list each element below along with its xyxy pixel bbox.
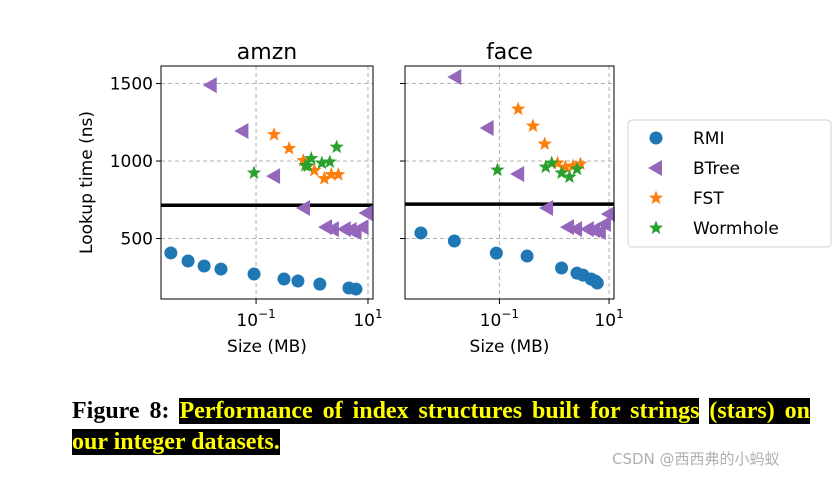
data-point-fst: [267, 127, 282, 141]
data-point-wormhole: [329, 139, 344, 154]
x-tick-label: 10−1: [236, 307, 275, 331]
watermark: CSDN @西西弗的小蚂蚁: [612, 450, 780, 468]
data-point-btree: [234, 122, 249, 139]
x-tick-label: 101: [353, 307, 382, 331]
data-point-fst: [558, 159, 573, 174]
data-point-rmi: [520, 249, 534, 263]
legend-label-rmi: RMI: [693, 129, 725, 149]
data-point-btree: [579, 221, 594, 238]
caption-prefix: Figure 8:: [72, 398, 170, 424]
data-point-btree: [266, 168, 281, 185]
figure-caption: Figure 8: Performance of index structure…: [72, 396, 811, 458]
chart-title: amzn: [237, 40, 297, 65]
y-axis-label: Lookup time (ns): [77, 111, 97, 254]
data-point-wormhole: [304, 151, 319, 165]
data-point-wormhole: [538, 159, 553, 174]
data-point-fst: [282, 141, 297, 155]
data-point-btree: [539, 200, 554, 217]
data-point-rmi: [313, 277, 327, 291]
data-point-wormhole: [322, 154, 337, 168]
data-point-btree: [358, 204, 373, 221]
data-point-rmi: [277, 272, 291, 286]
y-tick-label: 1000: [110, 152, 153, 172]
data-point-btree: [591, 224, 606, 241]
data-point-btree: [202, 77, 217, 94]
legend-label-btree: BTree: [693, 159, 740, 179]
data-point-rmi: [164, 246, 178, 260]
data-point-rmi: [414, 226, 428, 240]
data-point-wormhole: [490, 162, 505, 177]
data-point-fst: [331, 167, 346, 181]
data-point-btree: [600, 206, 615, 223]
legend-marker-btree: [648, 160, 662, 176]
data-point-btree: [559, 219, 574, 236]
data-point-fst: [296, 153, 311, 167]
data-point-fst: [317, 171, 332, 185]
data-point-rmi: [447, 234, 461, 248]
data-point-wormhole: [569, 161, 585, 176]
data-point-rmi: [247, 267, 261, 281]
face-panel: 10−1 101 face Size (MB): [400, 40, 624, 357]
data-point-btree: [354, 219, 369, 236]
data-point-rmi: [590, 276, 604, 290]
data-point-btree: [447, 69, 462, 86]
amzn-panel: 10−1 101 500 1000 1500 amzn Size (MB) Lookup ti…: [77, 40, 383, 357]
caption-highlight-line1: Performance of index structures built fo…: [179, 398, 700, 424]
data-point-btree: [596, 215, 611, 232]
legend-marker-wormhole: [648, 220, 664, 235]
data-point-btree: [510, 166, 525, 183]
data-point-wormhole: [554, 165, 569, 179]
data-point-wormhole: [300, 158, 315, 173]
data-point-fst: [307, 163, 322, 177]
data-point-btree: [336, 221, 351, 238]
x-tick-label: 10−1: [480, 307, 519, 331]
data-point-btree: [324, 221, 339, 238]
data-point-fst: [550, 155, 565, 170]
data-point-rmi: [489, 246, 503, 260]
x-axis-label: Size (MB): [470, 337, 550, 357]
data-point-rmi: [555, 261, 569, 275]
data-point-rmi: [291, 274, 305, 288]
data-point-fst: [573, 156, 588, 170]
data-point-wormhole: [246, 165, 262, 179]
chart-title: face: [486, 40, 533, 65]
data-point-btree: [479, 120, 494, 137]
data-point-fst: [511, 101, 526, 116]
data-point-btree: [568, 221, 583, 238]
data-point-rmi: [181, 254, 195, 268]
legend: RMI BTree FST Wormhole: [627, 119, 832, 248]
y-tick-label: 500: [121, 230, 153, 250]
data-point-btree: [296, 200, 311, 217]
x-tick-label: 101: [594, 307, 623, 331]
data-point-fst: [525, 118, 541, 133]
data-point-rmi: [197, 259, 211, 273]
data-point-fst: [565, 158, 581, 173]
y-tick-label: 1500: [110, 75, 153, 95]
data-point-wormhole: [562, 169, 577, 184]
data-point-rmi: [214, 262, 228, 276]
legend-label-fst: FST: [693, 189, 724, 209]
data-point-rmi: [349, 282, 363, 296]
data-point-wormhole: [544, 155, 559, 170]
axes-frame: [404, 65, 615, 300]
data-point-fst: [537, 136, 552, 150]
axes-frame: [160, 65, 374, 300]
legend-marker-fst: [648, 190, 664, 205]
data-point-wormhole: [314, 155, 329, 170]
data-point-fst: [324, 167, 339, 181]
legend-label-wormhole: Wormhole: [693, 219, 779, 239]
legend-box: [627, 119, 832, 248]
legend-marker-rmi: [649, 131, 663, 145]
x-axis-label: Size (MB): [227, 337, 307, 357]
figure: 10−1 101 500 1000 1500 amzn Size (MB) Lookup ti…: [77, 40, 832, 357]
